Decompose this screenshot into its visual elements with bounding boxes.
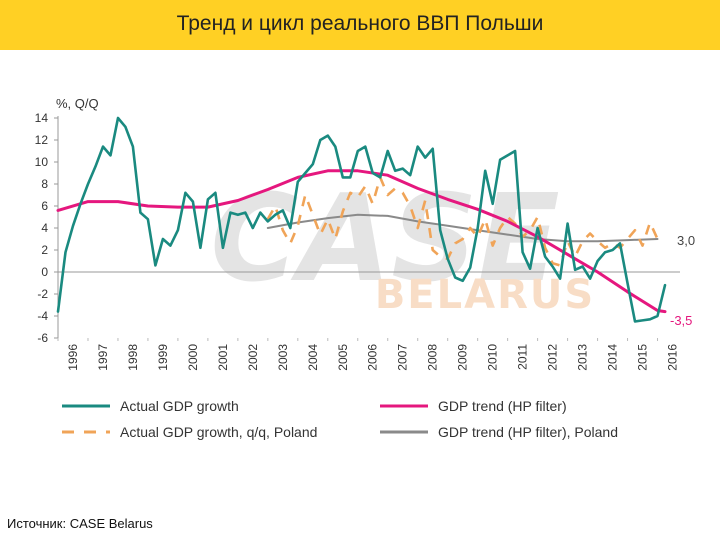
x-tick-label: 2002	[246, 344, 260, 371]
y-tick-labels: 14 12 10 8 6 4 2 0 -2 -4 -6	[35, 111, 49, 345]
x-tick-label: 2003	[276, 344, 290, 371]
x-tick-label: 2007	[396, 344, 410, 371]
legend-label-trend: GDP trend (HP filter)	[438, 398, 567, 414]
series-lines	[56, 116, 667, 323]
end-label-trend: -3,5	[670, 313, 692, 328]
x-tick-label: 2001	[216, 344, 230, 371]
end-label-trend-poland: 3,0	[677, 233, 695, 248]
x-tick-label: 2000	[186, 344, 200, 371]
y-tick-label: -4	[37, 309, 48, 323]
x-tick-label: 2012	[546, 344, 560, 371]
source-note: Источник: CASE Belarus	[7, 516, 153, 531]
legend: Actual GDP growth Actual GDP growth, q/q…	[62, 398, 618, 440]
y-axis-label: %, Q/Q	[56, 96, 99, 111]
series-line-qq	[266, 176, 659, 267]
x-tick-label: 2011	[516, 344, 530, 370]
watermark-case-text: CASE	[210, 170, 559, 309]
x-tick-label: 1997	[96, 344, 110, 371]
watermark-belarus-text: BELARUS	[375, 272, 595, 318]
y-tick-label: 6	[41, 199, 48, 213]
x-tick-label: 2014	[606, 344, 620, 371]
x-tick-label: 2013	[576, 344, 590, 371]
y-tick-label: 10	[35, 155, 49, 169]
x-tick-label: 2004	[306, 344, 320, 371]
x-tick-label: 1996	[66, 344, 80, 371]
x-tick-label: 2015	[636, 344, 650, 371]
y-tick-label: 2	[41, 243, 48, 257]
slide-title: Тренд и цикл реального ВВП Польши	[176, 12, 544, 35]
series-line-trend_poland	[266, 213, 659, 243]
x-tick-label: 2006	[366, 344, 380, 371]
y-tick-label: 4	[41, 221, 48, 235]
x-tick-label: 2010	[486, 344, 500, 371]
axes	[54, 116, 680, 341]
y-tick-label: -2	[37, 287, 48, 301]
title-bar	[0, 0, 720, 50]
y-tick-label: 12	[35, 133, 49, 147]
legend-label-actual: Actual GDP growth	[120, 398, 239, 414]
legend-label-trend-poland: GDP trend (HP filter), Poland	[438, 424, 618, 440]
series-line-actual	[56, 116, 667, 323]
x-tick-label: 2016	[666, 344, 680, 371]
case-watermark: CASE BELARUS	[210, 170, 595, 318]
x-tick-label: 1998	[126, 344, 140, 371]
x-tick-label: 2009	[456, 344, 470, 371]
x-tick-label: 1999	[156, 344, 170, 371]
y-tick-label: -6	[37, 331, 48, 345]
x-tick-label: 2005	[336, 344, 350, 371]
x-tick-label: 2008	[426, 344, 440, 371]
y-tick-label: 8	[41, 177, 48, 191]
y-tick-label: 14	[35, 111, 49, 125]
x-tick-labels: 1996 1997 1998 1999 2000 2001 2002 2003 2004 2005…	[66, 344, 680, 371]
legend-label-qq: Actual GDP growth, q/q, Poland	[120, 424, 317, 440]
y-tick-label: 0	[41, 265, 48, 279]
